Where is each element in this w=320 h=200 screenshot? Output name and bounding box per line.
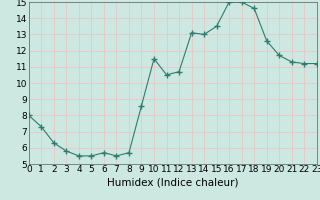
X-axis label: Humidex (Indice chaleur): Humidex (Indice chaleur) <box>107 177 238 187</box>
